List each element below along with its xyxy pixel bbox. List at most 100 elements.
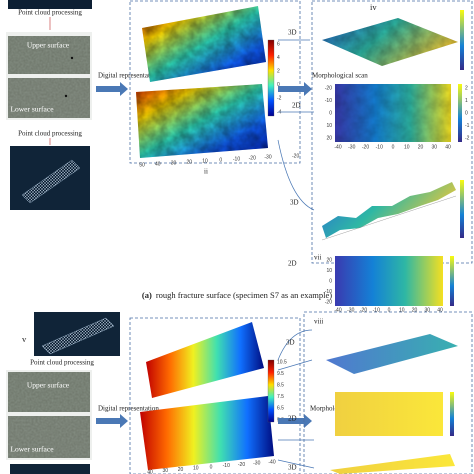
tick-label: 20 [326,135,332,141]
scan-3d [326,334,458,374]
tick-label: 0 [465,110,468,116]
link-label: 3D [286,339,295,347]
x-ticks: 40 30 20 10 0 -10 -20 -30 -40 [147,459,276,474]
tick-label: -30 [348,144,355,150]
scan-y-ticks: -20 -10 0 10 20 [325,85,332,141]
label: Upper surface [27,381,70,390]
scan-2d [335,84,451,142]
surface-lower [136,84,268,158]
tick-label: 8.5 [277,383,284,389]
caption-text: rough fracture surface (specimen S7 as a… [156,290,332,300]
tick-label: 1 [465,98,468,104]
tick-label: 6 [277,41,280,47]
tick-label: 20 [412,307,418,313]
label: Point cloud processing [18,9,82,17]
tick-label: -10 [325,98,332,104]
colorbar [460,180,464,238]
link-label: 3D [288,29,297,37]
caption: (a) rough fracture surface (specimen S7 a… [142,290,332,300]
tick-label: -40 [334,144,341,150]
tick-label: -40 [334,307,341,313]
subfigure-label: v [22,334,27,344]
tick-label: 30 [424,307,430,313]
scan-3d-bottom [330,454,455,474]
specimen-photo [6,32,92,120]
arrow-label: Digital representation [98,405,159,413]
label: Point cloud processing [30,359,94,367]
tick-label: 0 [219,157,222,163]
subfigure-label: viii [314,318,323,326]
tick-label: -20 [325,85,332,91]
arrow [96,82,128,96]
subfigure-label: ii [204,168,208,176]
tick-label: 2 [277,69,280,75]
tick-label: 50 [139,162,145,168]
tick-label: -2 [465,135,470,141]
tick-label: 4 [277,55,280,61]
arrow-label: Morphological scan [312,72,368,80]
tick-label: -10 [223,463,230,469]
point-cloud-image [8,0,92,9]
surface-upper [146,322,264,398]
tick-label: 40 [147,469,153,474]
scan-x-ticks: -40 -30 -20 -10 0 10 20 30 40 [334,307,443,313]
arrow-label: Digital representation [98,72,159,80]
tick-label: -20 [362,144,369,150]
colorbar [450,256,454,306]
surface-lower [140,396,274,470]
colorbar [458,84,462,142]
tick-label: 9.5 [277,371,284,377]
arrow [96,414,128,428]
tick-label: 10 [326,123,332,129]
specimen-photo [6,370,92,460]
tick-label: 0 [277,82,280,88]
tick-label: 20 [178,467,184,473]
label: Point cloud processing [18,130,82,138]
tick-label: -20 [249,155,256,161]
tick-label: 10 [202,158,208,164]
tick-label: 20 [418,144,424,150]
tick-label: 40 [155,161,161,167]
link-label: 2D [292,102,301,110]
tick-label: 2 [465,85,468,91]
tick-label: -10 [373,307,380,313]
label: Lower surface [10,445,54,454]
tick-label: 0 [388,307,391,313]
scan-colorbar-ticks: 2 1 0 -1 -2 [465,85,470,141]
tick-label: 7.5 [277,394,284,400]
label: Upper surface [27,41,70,50]
tick-label: 10.5 [277,359,287,365]
tick-label: 30 [162,468,168,474]
dashed-box [129,317,301,474]
tick-label: 10 [399,307,405,313]
link-label: 2D [288,260,297,268]
scan-x-ticks: -40 -30 -20 -10 0 10 20 30 40 [334,144,451,150]
link-label: 2D [288,415,297,423]
tick-label: -20 [360,307,367,313]
x-ticks: 50 40 30 20 10 0 -10 -20 -30 [139,154,272,168]
scan-2d-bottom [335,392,443,436]
tick-label: 10 [326,268,332,274]
tick-label: -1 [465,123,470,129]
connector [277,139,315,211]
y-tick: -20 [292,153,299,159]
tick-label: -30 [347,307,354,313]
tick-label: -10 [233,156,240,162]
tick-label: 30 [171,160,177,166]
tick-label: -40 [268,459,275,465]
caption-letter: (a) [142,290,152,300]
dashed-box [129,0,301,164]
tick-label: 20 [326,257,332,263]
colorbar [460,10,464,70]
scan-3d-top [322,18,458,66]
subfigure-label: vii [314,254,321,262]
colorbar [267,359,275,423]
connector [277,329,313,361]
subfigure-label: iv [370,2,377,12]
point-cloud-image [10,464,90,474]
tick-label: 10 [404,144,410,150]
tick-label: 40 [437,307,443,313]
